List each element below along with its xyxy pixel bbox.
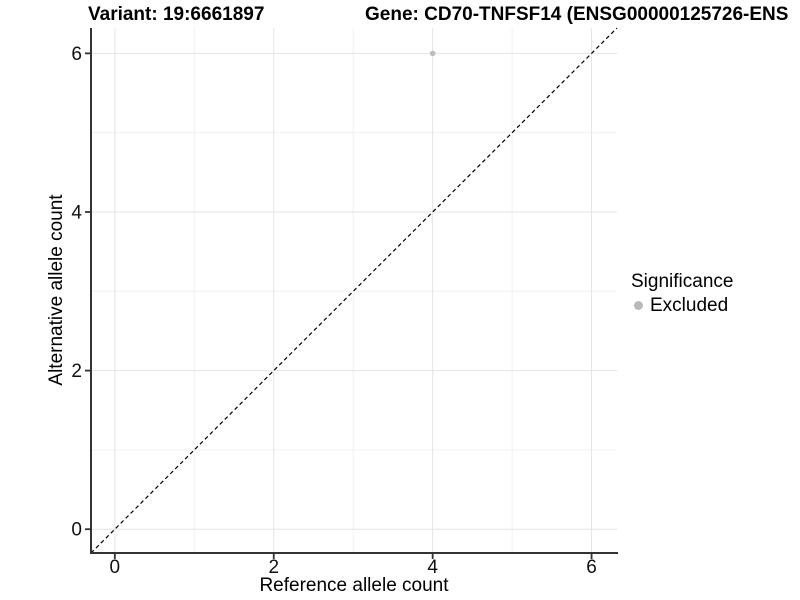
legend-item-label: Excluded bbox=[650, 294, 729, 316]
identity-line bbox=[90, 27, 618, 554]
y-tick-label: 6 bbox=[71, 44, 82, 65]
data-point bbox=[429, 50, 436, 57]
x-tick-label: 0 bbox=[110, 557, 121, 578]
x-tick-label: 4 bbox=[427, 557, 438, 578]
legend-title: Significance bbox=[631, 271, 734, 292]
variant-plot-title: Variant: 19:6661897 bbox=[88, 4, 265, 25]
x-axis-title: Reference allele count bbox=[259, 575, 449, 596]
legend-item-excluded: Excluded bbox=[631, 295, 733, 317]
y-tick-label: 2 bbox=[71, 361, 82, 382]
x-tick-label: 6 bbox=[586, 557, 597, 578]
excluded-point-icon bbox=[634, 301, 643, 311]
y-tick-label: 0 bbox=[71, 520, 82, 541]
gene-plot-title: Gene: CD70-TNFSF14 (ENSG00000125726-ENS bbox=[365, 4, 789, 25]
y-axis-title: Alternative allele count bbox=[46, 194, 67, 386]
y-tick-label: 4 bbox=[71, 202, 82, 223]
legend: Significance Excluded bbox=[631, 270, 733, 317]
x-tick-label: 2 bbox=[268, 557, 279, 578]
